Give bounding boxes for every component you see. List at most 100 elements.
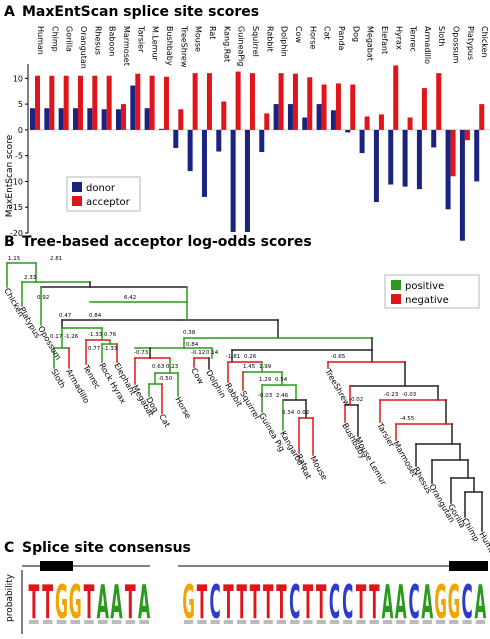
category-label: Orangutan (79, 26, 88, 69)
logo-minor-letters (97, 620, 108, 624)
leaf-label: Mouse (308, 455, 329, 482)
bar-donor-opossum (445, 129, 451, 210)
leaf-label: Mouse Lemur (353, 436, 388, 488)
bar-acceptor-squirrel (249, 73, 255, 130)
leaf-label: Dolphin (204, 369, 227, 400)
category-label: GuineaPig (237, 26, 246, 66)
bar-donor-cow (287, 104, 293, 130)
logo-letter: C (210, 576, 221, 630)
bar-acceptor-guineapig (235, 71, 241, 130)
branch-score: -4.55 (400, 416, 415, 422)
bar-acceptor-chimp (49, 75, 55, 130)
bar-acceptor-baboon (106, 75, 112, 130)
logo-minor-letters (84, 620, 94, 624)
category-label: Gorilla (65, 26, 74, 52)
bar-donor-elefant (373, 129, 379, 203)
logo-letter: T (250, 576, 261, 630)
logo-minor-letters (70, 620, 81, 624)
branch-score: -0.03 (258, 393, 273, 399)
bar-acceptor-bushbaby (163, 76, 169, 130)
panel-a-ylabel: MaxEntScan score (5, 134, 15, 217)
bar-donor-sloth (431, 129, 437, 148)
logo-letter: G (182, 576, 195, 630)
logo-minor-letters (223, 620, 234, 624)
branch-score: 1.45 (243, 364, 256, 370)
logo-minor-letters (29, 620, 39, 624)
logo-minor-letters (435, 620, 446, 624)
category-label: Sloth (437, 26, 446, 46)
logo-minor-letters (183, 620, 194, 624)
logo-letter: C (462, 576, 473, 630)
category-label: Cat (323, 26, 332, 40)
panel-a-letter: A (4, 4, 15, 20)
logo-letter: A (110, 577, 122, 630)
logo-letter: T (263, 576, 274, 630)
bar-acceptor-treeshrew (178, 109, 184, 130)
legend-label-positive: positive (405, 281, 444, 292)
category-label: Human (36, 26, 45, 55)
category-label: Horse (308, 26, 317, 49)
leaf-label: Human (477, 531, 490, 560)
category-label: Chimp (50, 26, 59, 52)
logo-letter: G (448, 576, 461, 630)
bar-donor-hyrax (388, 129, 394, 185)
category-label: Cow (294, 26, 303, 43)
panel-b-legend: positive negative (384, 274, 480, 309)
category-label: TreeShrew (179, 25, 188, 68)
bar-donor-gorilla (58, 108, 64, 130)
bar-acceptor-megabat (364, 116, 370, 130)
logo-minor-letters (462, 620, 472, 624)
branch-score: 0.47 (59, 313, 72, 319)
bar-acceptor-dog (350, 84, 356, 130)
branch-score: 0.14 (206, 350, 219, 356)
category-label: Armadillo (423, 26, 432, 64)
bar-acceptor-hyrax (393, 65, 399, 130)
logo-minor-letters (422, 620, 432, 624)
bar-acceptor-tenrec (407, 117, 413, 130)
bar-acceptor-opossum (450, 129, 456, 177)
logo-letter: T (236, 576, 247, 630)
branch-score: 1.15 (8, 256, 21, 262)
donor-exon-bar (22, 561, 150, 571)
bar-acceptor-gorilla (63, 75, 69, 130)
logo-letter: C (408, 576, 419, 630)
logo-minor-letters (382, 620, 393, 624)
logo-letter: T (303, 576, 314, 630)
logo-minor-letters (290, 620, 300, 624)
branch-score: -0.65 (331, 354, 346, 360)
branch-score: 0.63 (152, 364, 165, 370)
logo-minor-letters (250, 620, 260, 624)
logo-minor-letters (42, 620, 53, 624)
logo-minor-letters (449, 620, 459, 624)
bar-donor-rabbit (259, 129, 265, 153)
leaf-label: Cat (157, 413, 172, 429)
bar-acceptor-tarsier (135, 73, 141, 130)
branch-score: -1.81 (226, 354, 240, 360)
branch-score: -0.02 (349, 397, 363, 403)
bar-donor-orangutan (72, 108, 78, 130)
logo-letter: T (276, 576, 287, 630)
logo-minor-letters (111, 620, 122, 624)
logo-letter: A (97, 577, 109, 630)
logo-letter: T (84, 577, 95, 630)
branch-score: 6.42 (124, 295, 136, 301)
panel-a-axis: -20 -15 -10 -5 0 5 10 (10, 64, 29, 238)
branch-score: 0.84 (89, 313, 102, 319)
panel-a-title: MaxEntScan splice site scores (22, 4, 259, 20)
bar-acceptor-m-lemur (149, 75, 155, 130)
bar-donor-mouse (187, 129, 193, 172)
branch-score: 0.02 (297, 410, 309, 416)
logo-letter: T (356, 576, 367, 630)
category-label: Opossum (452, 26, 461, 64)
bar-donor-chimp (44, 108, 50, 130)
acceptor-exon-bar (178, 561, 488, 571)
y-tick-label: 0 (18, 126, 23, 135)
bar-acceptor-cat (321, 84, 327, 130)
category-label: M.Lemur (151, 26, 160, 62)
panel-c-title: Splice site consensus (22, 540, 191, 556)
branch-score: -1.26 (64, 334, 79, 340)
logo-minor-letters (197, 620, 207, 624)
bar-donor-panda (330, 110, 336, 130)
bar-donor-armadillo (416, 129, 422, 190)
logo-minor-letters (210, 620, 220, 624)
